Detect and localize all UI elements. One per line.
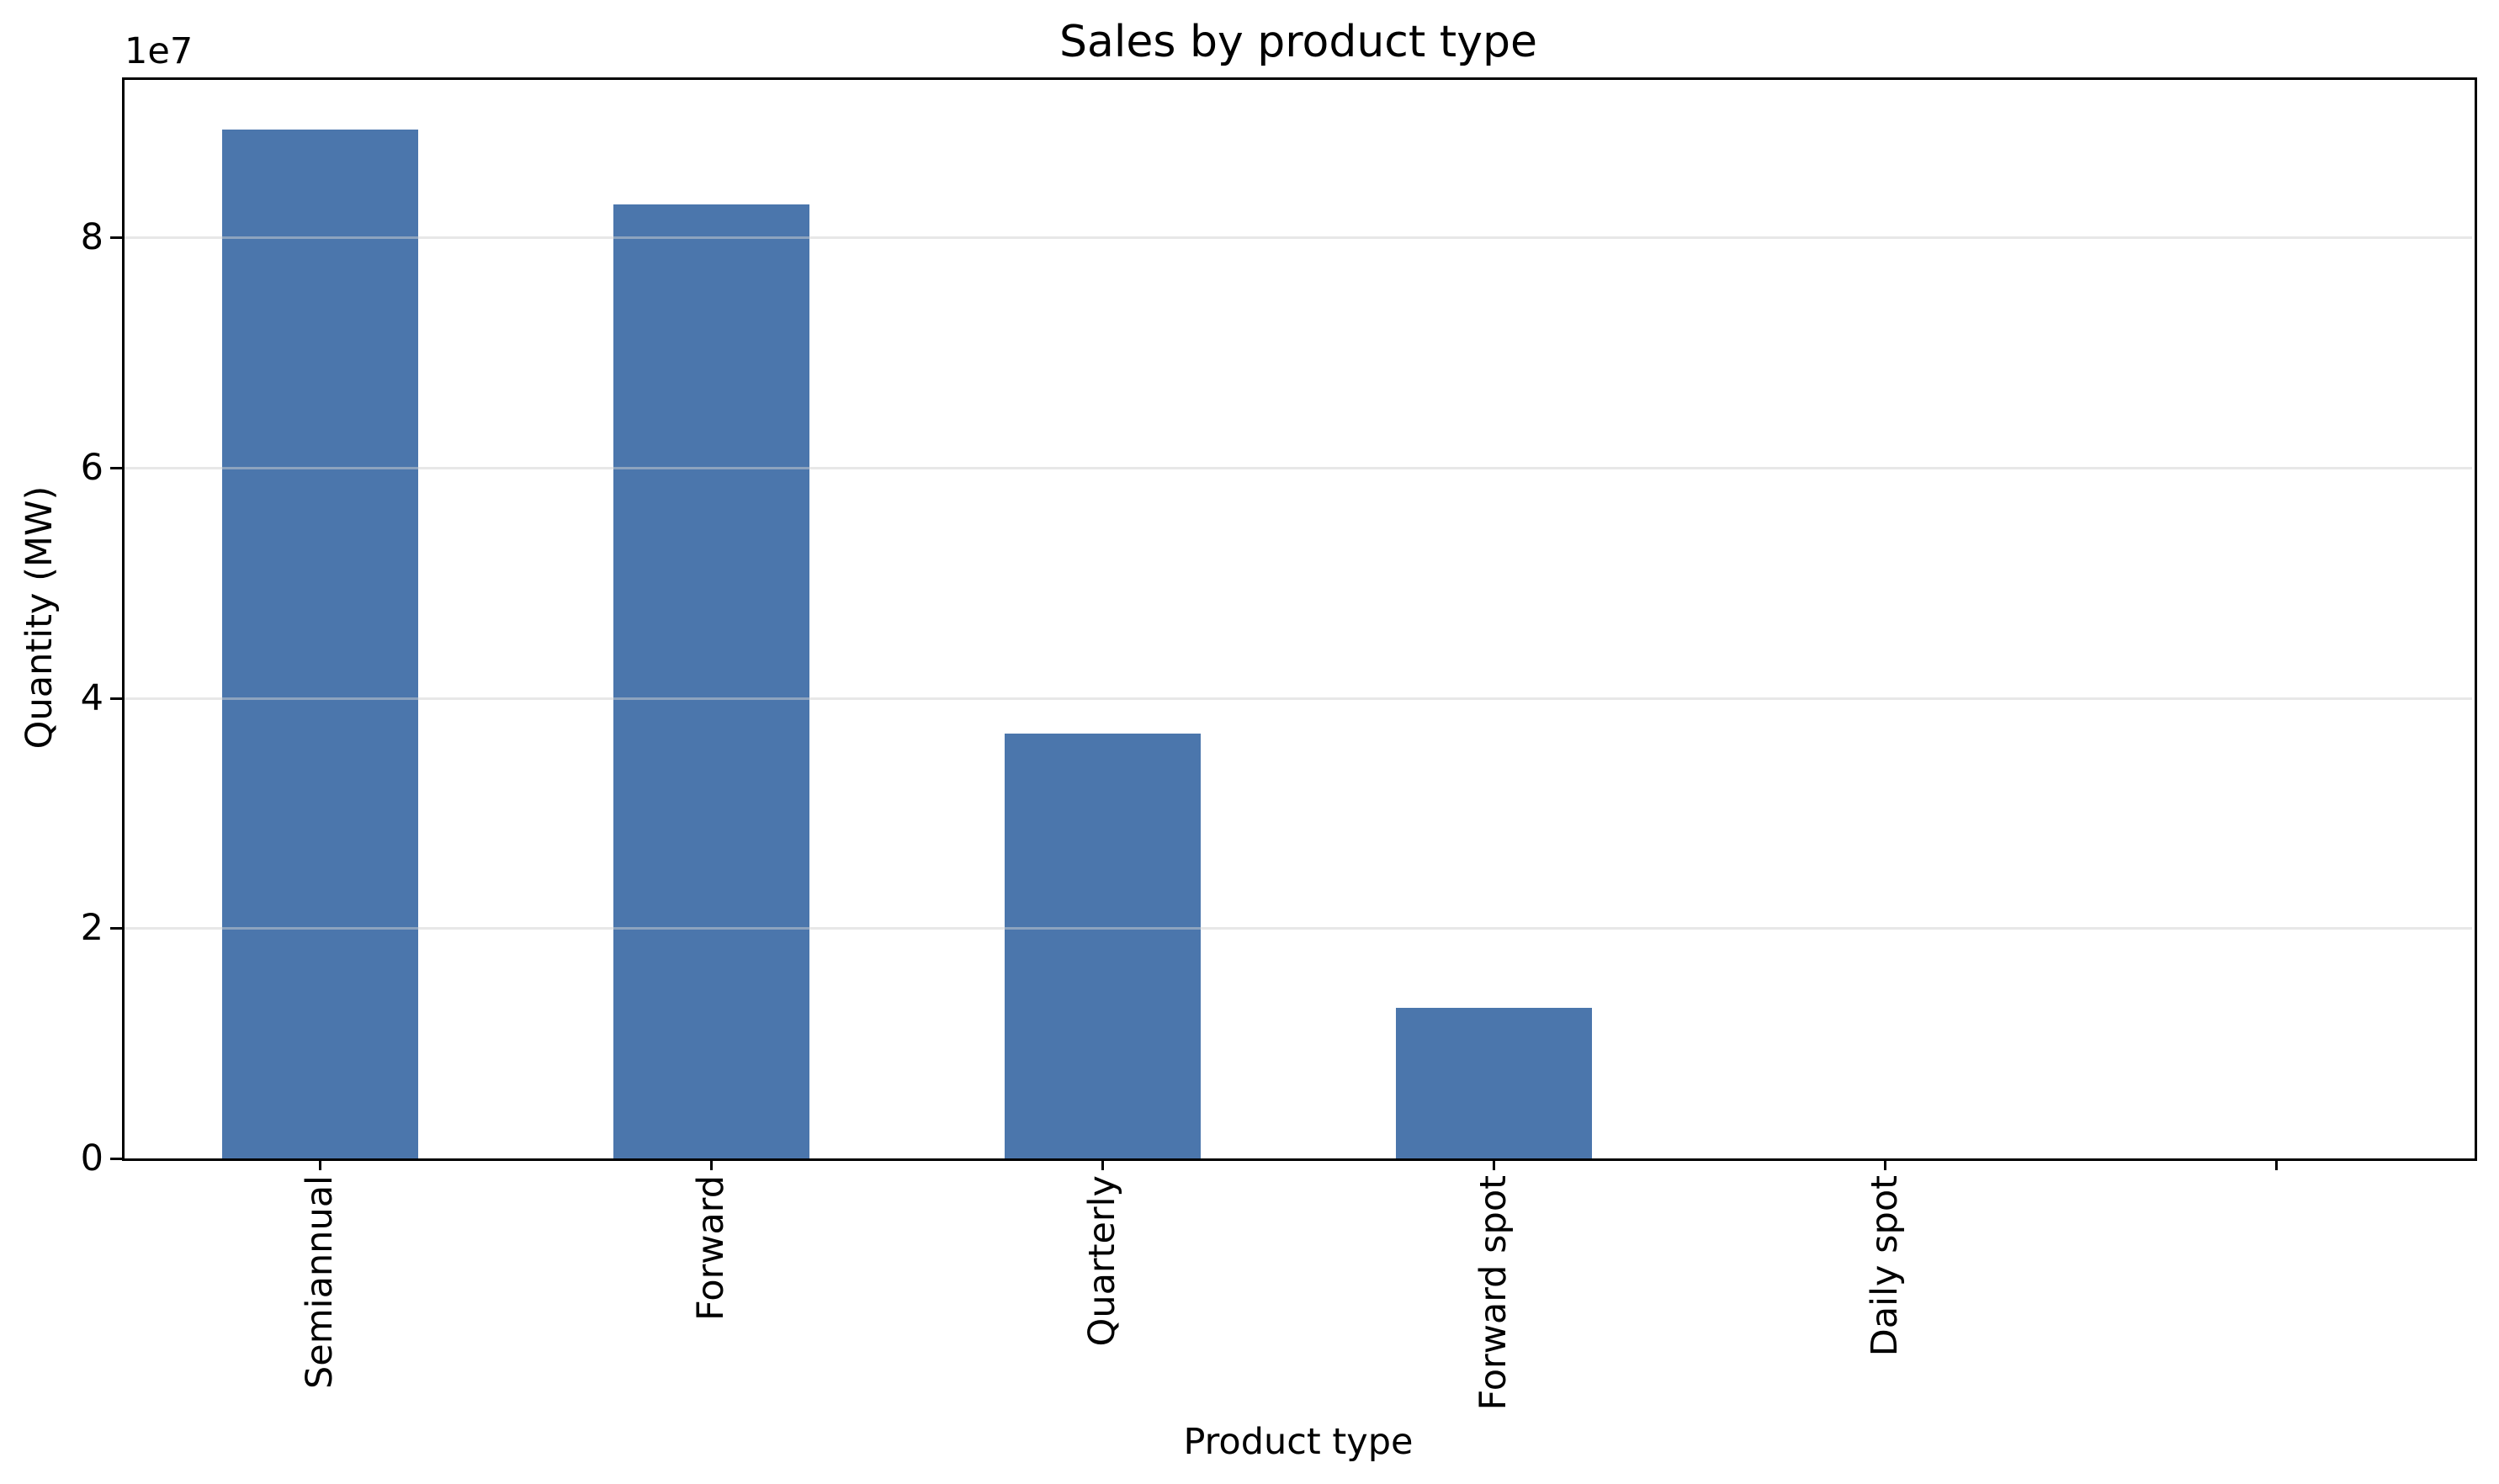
bar-forward bbox=[613, 204, 809, 1158]
bar-forward-spot bbox=[1396, 1008, 1592, 1158]
bar-quarterly bbox=[1005, 734, 1201, 1158]
y-tick-label: 6 bbox=[80, 447, 103, 489]
x-tick-mark bbox=[710, 1158, 713, 1170]
y-tick-label: 2 bbox=[80, 907, 103, 949]
chart-title: Sales by product type bbox=[1059, 17, 1537, 67]
y-tick-mark bbox=[110, 1158, 122, 1160]
x-tick-mark bbox=[1493, 1158, 1495, 1170]
y-tick-mark bbox=[110, 697, 122, 700]
x-tick-mark bbox=[319, 1158, 321, 1170]
gridline-y bbox=[125, 467, 2472, 469]
y-tick-mark bbox=[110, 467, 122, 469]
x-tick-label-semiannual: Semiannual bbox=[299, 1175, 341, 1389]
y-axis-offset-label: 1e7 bbox=[125, 30, 194, 72]
gridline-y bbox=[125, 697, 2472, 700]
x-axis-label: Product type bbox=[1183, 1421, 1414, 1463]
gridline-y bbox=[125, 236, 2472, 239]
x-tick-label-forward-spot: Forward spot bbox=[1472, 1175, 1515, 1411]
x-tick-mark bbox=[2275, 1158, 2278, 1170]
bar-semiannual bbox=[222, 130, 418, 1158]
y-tick-label: 0 bbox=[80, 1137, 103, 1179]
y-tick-label: 4 bbox=[80, 677, 103, 719]
x-tick-label-quarterly: Quarterly bbox=[1081, 1175, 1123, 1347]
x-tick-mark bbox=[1884, 1158, 1886, 1170]
x-tick-label-forward: Forward bbox=[690, 1175, 732, 1321]
y-tick-mark bbox=[110, 927, 122, 930]
y-tick-label: 8 bbox=[80, 216, 103, 258]
x-tick-label-daily-spot: Daily spot bbox=[1864, 1175, 1906, 1357]
plot-area bbox=[122, 77, 2477, 1161]
x-tick-mark bbox=[1101, 1158, 1104, 1170]
gridline-y bbox=[125, 927, 2472, 930]
y-tick-mark bbox=[110, 236, 122, 239]
